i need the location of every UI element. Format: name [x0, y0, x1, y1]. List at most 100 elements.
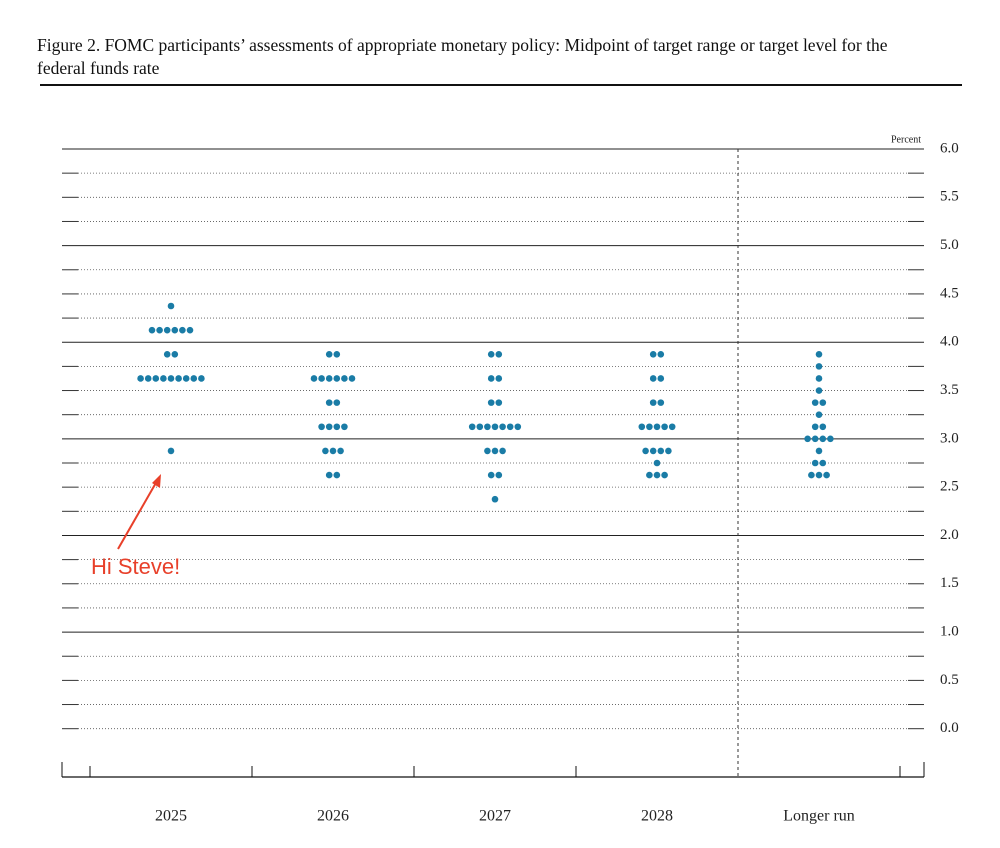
dot	[649, 447, 657, 455]
dot	[144, 375, 152, 382]
dot	[827, 435, 834, 443]
y-tick-label: 5.0	[940, 237, 959, 253]
dot	[491, 423, 499, 431]
dot	[819, 399, 827, 406]
y-tick-label: 2.0	[940, 527, 959, 543]
dot	[653, 471, 661, 479]
dot	[653, 423, 661, 431]
dot	[815, 447, 823, 455]
dot	[167, 375, 175, 382]
y-tick-label: 2.5	[940, 479, 959, 495]
dot	[823, 471, 830, 479]
dot	[661, 471, 668, 479]
dot	[499, 447, 506, 455]
dot	[487, 375, 495, 382]
dot	[815, 363, 823, 370]
y-tick-label: 6.0	[940, 140, 959, 156]
title-rule	[40, 84, 962, 86]
dot	[163, 326, 171, 334]
dot	[638, 423, 646, 431]
dot	[484, 423, 491, 431]
dot	[668, 423, 676, 431]
dot	[182, 375, 190, 382]
dot	[808, 471, 815, 479]
dot	[815, 411, 823, 418]
y-tick-label: 3.5	[940, 382, 959, 398]
y-tick-label: 1.5	[940, 575, 959, 591]
dot	[506, 423, 514, 431]
x-tick-label: 2028	[641, 808, 673, 825]
dot	[811, 435, 819, 443]
dot	[815, 351, 823, 358]
dot	[657, 375, 665, 382]
dot	[175, 375, 182, 382]
dot	[665, 447, 672, 455]
dot	[491, 495, 499, 503]
dot	[171, 351, 179, 358]
dot	[657, 399, 665, 406]
y-tick-label: 4.0	[940, 334, 959, 350]
chart-title: Figure 2. FOMC participants’ assessments…	[37, 35, 888, 78]
dot	[811, 459, 819, 467]
dot	[491, 447, 499, 455]
dot	[322, 447, 329, 455]
dot	[171, 326, 179, 334]
dot	[348, 375, 356, 382]
dot	[804, 435, 811, 443]
dot	[657, 351, 665, 358]
x-tick-label: 2027	[479, 808, 511, 825]
dot	[167, 447, 175, 455]
annotation-arrowhead	[152, 474, 161, 488]
y-tick-label: 0.5	[940, 672, 959, 688]
dot	[325, 375, 333, 382]
dot	[487, 399, 495, 406]
dot	[811, 399, 819, 406]
dot	[514, 423, 522, 431]
dot	[468, 423, 476, 431]
dot	[329, 447, 337, 455]
dot	[487, 351, 495, 358]
y-tick-label: 0.0	[940, 720, 959, 736]
y-tick-label: 3.0	[940, 430, 959, 446]
dot	[815, 375, 823, 382]
dot	[318, 375, 325, 382]
dot	[653, 459, 661, 467]
dot	[160, 375, 167, 382]
dot	[137, 375, 144, 382]
dot	[325, 471, 333, 479]
dot	[487, 471, 495, 479]
dot	[148, 326, 156, 334]
dot	[333, 423, 341, 431]
dot	[318, 423, 325, 431]
dot	[186, 326, 194, 334]
dot	[495, 471, 503, 479]
x-tick-label: Longer run	[783, 808, 855, 825]
dot	[499, 423, 506, 431]
dot	[484, 447, 491, 455]
dot	[495, 375, 503, 382]
dot	[163, 351, 171, 358]
annotation: Hi Steve!	[91, 554, 180, 579]
dot	[325, 351, 333, 358]
dot	[152, 375, 160, 382]
dot	[646, 423, 653, 431]
dot	[310, 375, 318, 382]
dot	[198, 375, 205, 382]
dot	[657, 447, 665, 455]
dot	[819, 423, 827, 431]
dot	[815, 471, 823, 479]
dot	[179, 326, 186, 334]
y-tick-label: 5.5	[940, 189, 959, 205]
dot	[333, 375, 341, 382]
dot	[190, 375, 198, 382]
dot	[167, 302, 175, 310]
dot	[661, 423, 668, 431]
dot	[649, 375, 657, 382]
dot	[156, 326, 163, 334]
dot	[333, 399, 341, 406]
y-tick-label: 1.0	[940, 624, 959, 640]
dot	[341, 375, 348, 382]
dot	[815, 387, 823, 394]
